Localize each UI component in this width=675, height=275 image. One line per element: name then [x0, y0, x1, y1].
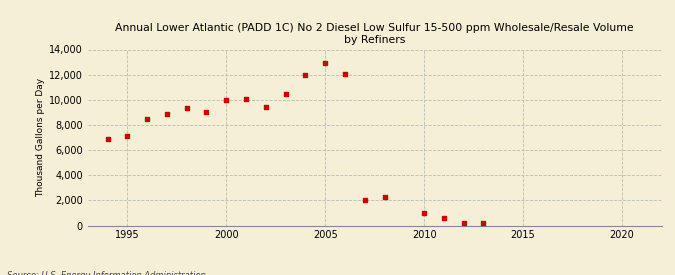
Y-axis label: Thousand Gallons per Day: Thousand Gallons per Day [36, 78, 45, 197]
Point [240, 96, 251, 101]
Point [122, 133, 133, 138]
Title: Annual Lower Atlantic (PADD 1C) No 2 Diesel Low Sulfur 15-500 ppm Wholesale/Resa: Annual Lower Atlantic (PADD 1C) No 2 Die… [115, 23, 634, 45]
Point [201, 110, 212, 115]
Point [280, 92, 291, 96]
Point [300, 73, 310, 78]
Point [418, 211, 429, 215]
Text: Source: U.S. Energy Information Administration: Source: U.S. Energy Information Administ… [7, 271, 205, 275]
Point [439, 216, 450, 220]
Point [182, 106, 192, 110]
Point [102, 137, 113, 141]
Point [142, 117, 153, 122]
Point [340, 72, 350, 76]
Point [320, 60, 331, 65]
Point [359, 197, 370, 202]
Point [261, 104, 271, 109]
Point [379, 194, 390, 199]
Point [458, 221, 469, 225]
Point [161, 111, 172, 116]
Point [221, 98, 232, 103]
Point [478, 221, 489, 226]
